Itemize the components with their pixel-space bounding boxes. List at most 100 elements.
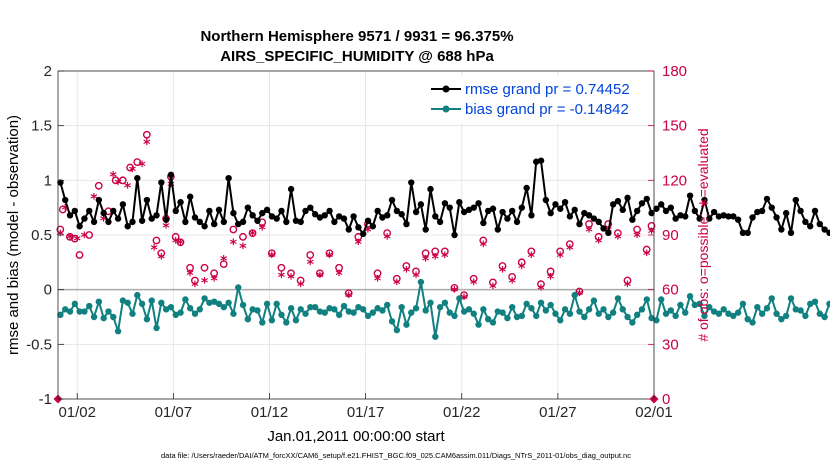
series-lines <box>57 157 830 340</box>
bias-data-point <box>321 309 328 316</box>
rmse-data-point <box>470 204 477 211</box>
rmse-data-point <box>263 206 271 214</box>
obs-possible-marker <box>383 229 392 238</box>
obs-possible-marker <box>152 236 161 245</box>
obs-evaluated-marker: * <box>422 254 430 270</box>
obs-possible-marker <box>508 273 517 281</box>
obs-possible-marker <box>176 238 185 247</box>
rmse-data-point <box>186 193 194 200</box>
bias-data-point <box>614 295 622 302</box>
bias-data-point <box>595 310 602 317</box>
rmse-data-point <box>672 215 679 222</box>
rmse-data-point <box>76 223 83 230</box>
bias-data-point <box>134 291 141 299</box>
rmse-data-point <box>706 215 713 222</box>
obs-evaluated-marker: * <box>220 254 228 270</box>
bias-data-point <box>561 306 569 313</box>
bias-data-point <box>283 319 290 326</box>
rmse-data-point <box>388 196 396 204</box>
obs-evaluated-marker: * <box>158 252 166 268</box>
x-tick-label: 01/27 <box>539 404 577 421</box>
rmse-data-point <box>326 207 333 215</box>
obs-possible-marker <box>296 276 305 285</box>
x-tick-label: 01/17 <box>347 404 385 421</box>
y2-tick-label: 120 <box>662 172 687 189</box>
bias-data-point <box>528 305 535 312</box>
obs-possible-marker <box>315 269 324 278</box>
bias-data-point <box>129 310 136 317</box>
obs-possible-marker <box>186 263 194 272</box>
bias-data-point <box>643 296 650 303</box>
rmse-data-point <box>513 218 521 226</box>
bias-data-point <box>57 311 64 319</box>
rmse-data-point <box>66 212 74 219</box>
obs-evaluated-marker: * <box>374 274 382 290</box>
bias-data-point <box>191 310 199 317</box>
obs-evaluated-marker: * <box>162 221 170 237</box>
obs-evaluated-marker: * <box>57 228 65 244</box>
rmse-data-point <box>412 208 420 216</box>
obs-possible-marker <box>460 291 468 300</box>
bias-data-point <box>369 309 377 316</box>
bias-data-point <box>648 314 655 322</box>
rmse-data-point <box>143 196 151 204</box>
bias-data-point <box>254 307 261 314</box>
rmse-data-point <box>62 196 69 204</box>
bias-data-point <box>398 303 405 311</box>
rmse-data-point <box>528 212 535 219</box>
bias-data-point <box>427 299 434 306</box>
obs-evaluated-marker: * <box>537 283 545 299</box>
bias-data-point <box>345 308 352 315</box>
obs-evaluated-marker: * <box>441 250 449 266</box>
bias-data-point <box>278 311 285 319</box>
obs-possible-marker <box>248 229 257 238</box>
rmse-data-point <box>167 171 175 179</box>
rmse-data-point <box>739 229 747 237</box>
obs-evaluated-marker: * <box>633 230 641 246</box>
bias-data-point <box>167 303 175 311</box>
y2-tick-label: 30 <box>662 336 679 353</box>
rmse-data-point <box>619 206 626 214</box>
obs-possible-marker <box>157 249 166 258</box>
bias-data-point <box>86 302 93 310</box>
rmse-data-point <box>614 197 622 205</box>
obs-evaluated-marker: * <box>576 288 584 304</box>
rmse-data-point <box>811 207 819 215</box>
obs-possible-marker <box>133 158 142 167</box>
bias-data-point <box>177 309 184 316</box>
bias-data-point <box>691 301 699 309</box>
obs-possible-marker <box>56 225 65 234</box>
obs-possible-marker <box>190 276 199 285</box>
bias-data-point <box>388 318 396 325</box>
obs-evaluated-marker: * <box>624 279 632 295</box>
obs-evaluated-marker: * <box>643 248 651 264</box>
bias-data-point <box>633 311 641 319</box>
rmse-data-point <box>465 206 473 214</box>
obs-evaluated-marker: * <box>81 230 89 246</box>
obs-possible-marker <box>613 229 622 238</box>
obs-possible-marker <box>306 251 315 259</box>
bias-data-point <box>749 319 756 326</box>
bias-data-point <box>225 299 232 306</box>
bias-data-point <box>653 317 660 324</box>
rmse-data-point <box>710 208 718 216</box>
obs-evaluated-marker: * <box>61 202 69 218</box>
obs-possible-marker <box>633 225 641 234</box>
obs-evaluated-marker: * <box>177 237 185 253</box>
bias-data-point <box>143 315 151 323</box>
rmse-data-point <box>662 207 670 215</box>
obs-evaluated-marker: * <box>316 270 324 286</box>
obs-possible-marker <box>585 220 593 228</box>
rmse-data-point <box>629 216 636 223</box>
rmse-data-point <box>374 207 381 215</box>
bias-data-point <box>211 298 218 305</box>
bias-data-point <box>230 310 237 317</box>
legend: rmse grand pr = 0.74452 bias grand pr = … <box>425 75 651 124</box>
x-axis-ticks: 01/02 01/07 01/12 01/17 01/22 01/27 02/01 <box>58 393 673 421</box>
rmse-data-point <box>302 207 309 215</box>
obs-evaluated-marker: * <box>557 250 565 266</box>
obs-possible-marker <box>58 205 67 214</box>
rmse-data-point <box>239 218 247 226</box>
bias-data-point <box>475 321 482 328</box>
rmse-data-point <box>494 226 501 233</box>
